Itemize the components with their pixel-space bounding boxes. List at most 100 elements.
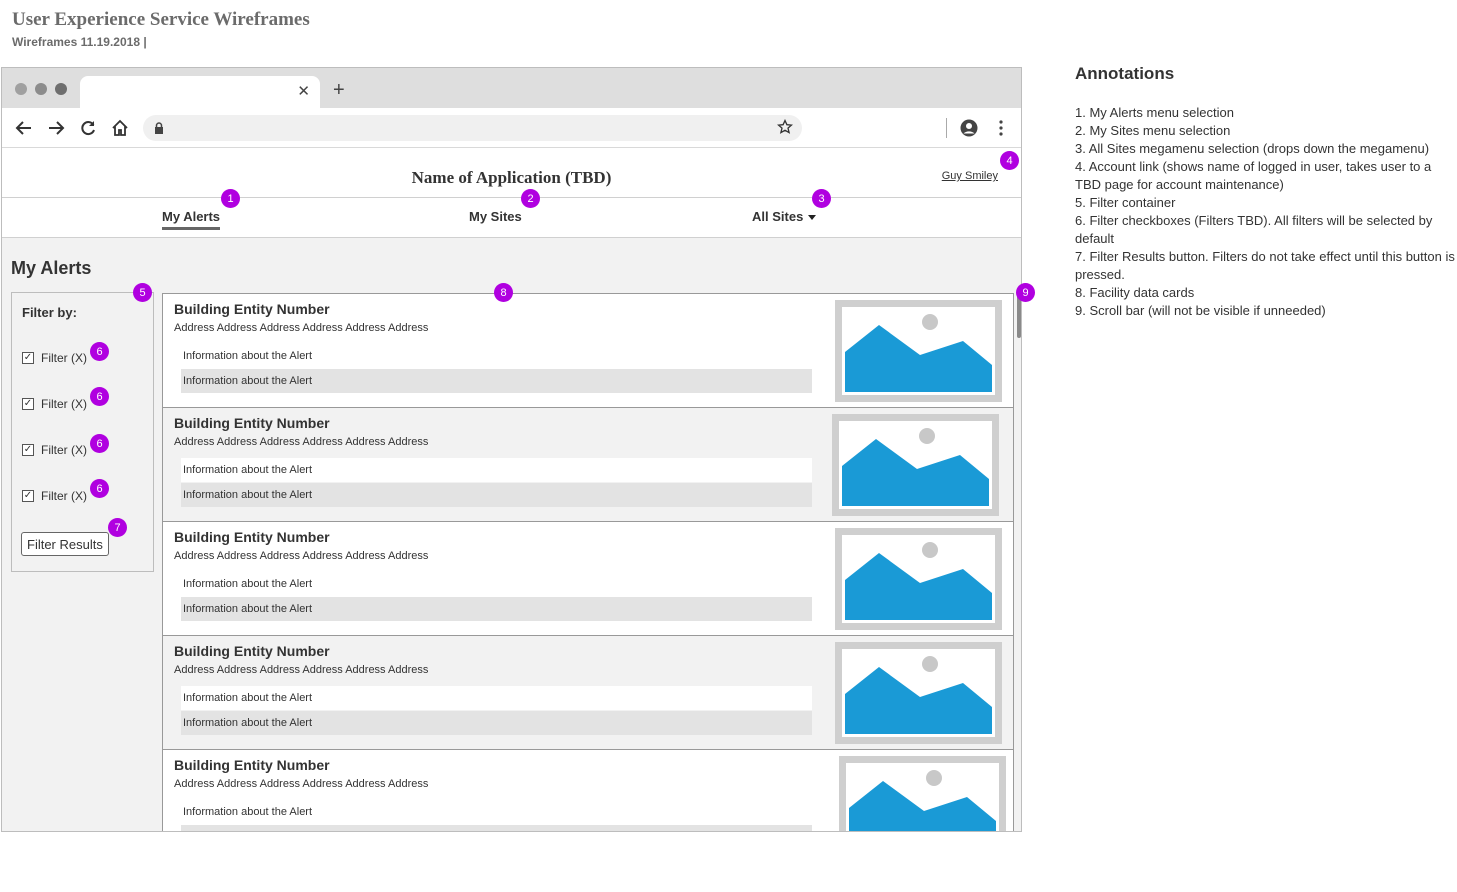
annotation-item: 7. Filter Results button. Filters do not… xyxy=(1075,249,1455,282)
card-address: Address Address Address Address Address … xyxy=(174,664,429,676)
account-circle-icon[interactable] xyxy=(958,117,980,139)
toolbar-divider xyxy=(946,118,947,138)
facility-card[interactable]: Building Entity Number Address Address A… xyxy=(163,521,1013,635)
star-icon[interactable] xyxy=(776,118,794,140)
plus-icon[interactable]: + xyxy=(333,79,345,101)
annotation-badge: 6 xyxy=(90,387,109,406)
filter-heading: Filter by: xyxy=(22,305,77,320)
application-name: Name of Application (TBD) xyxy=(411,168,612,187)
card-address: Address Address Address Address Address … xyxy=(174,322,429,334)
filter-label: Filter (X) xyxy=(41,443,87,457)
card-info-row: Information about the Alert xyxy=(181,711,812,735)
filter-checkbox[interactable]: ✓ Filter (X) xyxy=(22,443,87,457)
card-title: Building Entity Number xyxy=(174,643,330,659)
browser-window: ✕ + Name o xyxy=(1,67,1022,832)
annotation-badge: 5 xyxy=(133,283,152,302)
annotation-badge: 3 xyxy=(812,189,831,208)
card-info-row: Information about the Alert xyxy=(181,483,812,507)
card-info-row: Information about the Alert xyxy=(181,686,812,710)
lock-icon xyxy=(154,121,164,139)
home-icon[interactable] xyxy=(109,117,131,139)
window-minimize-dot[interactable] xyxy=(35,83,47,95)
scrollbar[interactable] xyxy=(1017,294,1021,338)
address-bar[interactable] xyxy=(143,115,802,141)
window-close-dot[interactable] xyxy=(15,83,27,95)
filter-checkbox[interactable]: ✓ Filter (X) xyxy=(22,351,87,365)
card-address: Address Address Address Address Address … xyxy=(174,436,429,448)
annotation-item: 3. All Sites megamenu selection (drops d… xyxy=(1075,141,1430,156)
image-placeholder-icon xyxy=(835,642,1002,744)
facility-card[interactable]: Building Entity Number Address Address A… xyxy=(163,407,1013,521)
card-title: Building Entity Number xyxy=(174,301,330,317)
caret-down-icon xyxy=(808,215,817,221)
main-content: My Alerts Filter by: ✓ Filter (X) ✓ Filter… xyxy=(2,238,1021,831)
card-address: Address Address Address Address Address … xyxy=(174,778,429,790)
image-placeholder-icon xyxy=(839,756,1006,831)
filter-checkbox[interactable]: ✓ Filter (X) xyxy=(22,397,87,411)
card-title: Building Entity Number xyxy=(174,415,330,431)
document-subtitle: Wireframes 11.19.2018 | xyxy=(12,35,147,49)
card-info-row xyxy=(181,825,812,831)
filter-results-button[interactable]: Filter Results xyxy=(21,532,109,556)
card-info-row: Information about the Alert xyxy=(183,806,313,818)
card-title: Building Entity Number xyxy=(174,529,330,545)
annotation-item: 6. Filter checkboxes (Filters TBD). All … xyxy=(1075,213,1433,246)
facility-card[interactable]: Building Entity Number Address Address A… xyxy=(163,749,1013,831)
card-info-row: Information about the Alert xyxy=(183,578,313,590)
filter-label: Filter (X) xyxy=(41,397,87,411)
annotation-item: 5. Filter container xyxy=(1075,195,1176,210)
browser-tabstrip: ✕ + xyxy=(2,68,1021,108)
kebab-menu-icon[interactable] xyxy=(990,117,1012,139)
card-title: Building Entity Number xyxy=(174,757,330,773)
facility-card[interactable]: Building Entity Number Address Address A… xyxy=(163,635,1013,749)
checkbox-checked-icon[interactable]: ✓ xyxy=(22,444,34,456)
account-link[interactable]: Guy Smiley xyxy=(941,170,998,182)
annotation-item: 9. Scroll bar (will not be visible if un… xyxy=(1075,303,1326,318)
image-placeholder-icon xyxy=(832,414,999,516)
window-maximize-dot[interactable] xyxy=(55,83,67,95)
annotation-badge: 8 xyxy=(494,283,513,302)
checkbox-checked-icon[interactable]: ✓ xyxy=(22,398,34,410)
annotations-panel: Annotations 1. My Alerts menu selection … xyxy=(1075,64,1457,320)
annotation-badge: 7 xyxy=(108,518,127,537)
image-placeholder-icon xyxy=(835,528,1002,630)
image-placeholder-icon xyxy=(835,300,1002,402)
main-nav: My Alerts My Sites All Sites xyxy=(2,198,1021,238)
annotation-badge: 9 xyxy=(1016,283,1035,302)
close-icon[interactable]: ✕ xyxy=(297,83,310,100)
filter-checkbox[interactable]: ✓ Filter (X) xyxy=(22,489,87,503)
checkbox-checked-icon[interactable]: ✓ xyxy=(22,490,34,502)
annotation-item: 4. Account link (shows name of logged in… xyxy=(1075,159,1432,192)
facility-cards-list: Building Entity Number Address Address A… xyxy=(162,293,1014,831)
annotation-item: 2. My Sites menu selection xyxy=(1075,123,1231,138)
browser-tab[interactable]: ✕ xyxy=(80,76,320,108)
annotation-badge: 4 xyxy=(1000,151,1019,170)
annotation-badge: 1 xyxy=(221,189,240,208)
nav-all-sites[interactable]: All Sites xyxy=(752,209,817,224)
annotation-item: 8. Facility data cards xyxy=(1075,285,1195,300)
document-title: User Experience Service Wireframes xyxy=(12,9,310,30)
annotation-badge: 6 xyxy=(90,342,109,361)
browser-toolbar xyxy=(2,108,1021,148)
nav-my-alerts[interactable]: My Alerts xyxy=(162,209,221,230)
filter-container: Filter by: ✓ Filter (X) ✓ Filter (X) ✓ Filt… xyxy=(11,292,154,572)
annotation-badge: 6 xyxy=(90,434,109,453)
card-info-row: Information about the Alert xyxy=(181,597,812,621)
annotation-badge: 2 xyxy=(521,189,540,208)
annotation-item: 1. My Alerts menu selection xyxy=(1075,105,1234,120)
card-info-row: Information about the Alert xyxy=(181,458,812,482)
nav-my-sites[interactable]: My Sites xyxy=(469,209,522,224)
card-info-row: Information about the Alert xyxy=(181,369,812,393)
filter-label: Filter (X) xyxy=(41,489,87,503)
back-arrow-icon[interactable] xyxy=(13,117,35,139)
card-address: Address Address Address Address Address … xyxy=(174,550,429,562)
facility-card[interactable]: Building Entity Number Address Address A… xyxy=(163,293,1013,407)
annotations-title: Annotations xyxy=(1075,64,1175,83)
checkbox-checked-icon[interactable]: ✓ xyxy=(22,352,34,364)
forward-arrow-icon[interactable] xyxy=(45,117,67,139)
app-header: Name of Application (TBD) Guy Smiley xyxy=(2,158,1021,198)
filter-label: Filter (X) xyxy=(41,351,87,365)
reload-icon[interactable] xyxy=(77,117,99,139)
card-info-row: Information about the Alert xyxy=(183,350,313,362)
nav-all-sites-label: All Sites xyxy=(752,209,804,224)
